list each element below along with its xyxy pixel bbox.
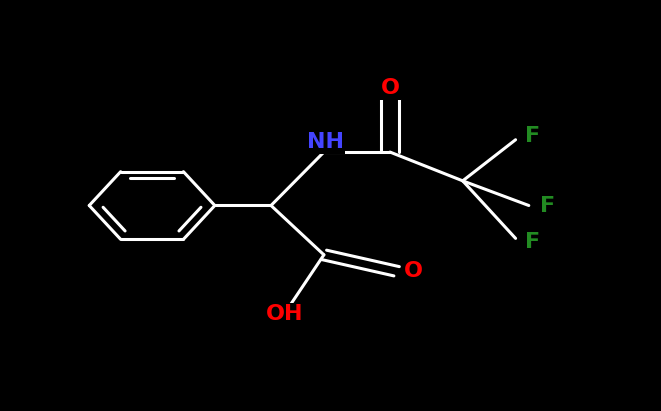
Text: NH: NH: [307, 132, 344, 152]
Text: O: O: [404, 261, 422, 281]
Text: O: O: [381, 79, 399, 98]
Text: OH: OH: [266, 305, 303, 324]
Text: F: F: [540, 196, 555, 215]
Text: F: F: [525, 127, 539, 146]
Text: F: F: [525, 232, 539, 252]
